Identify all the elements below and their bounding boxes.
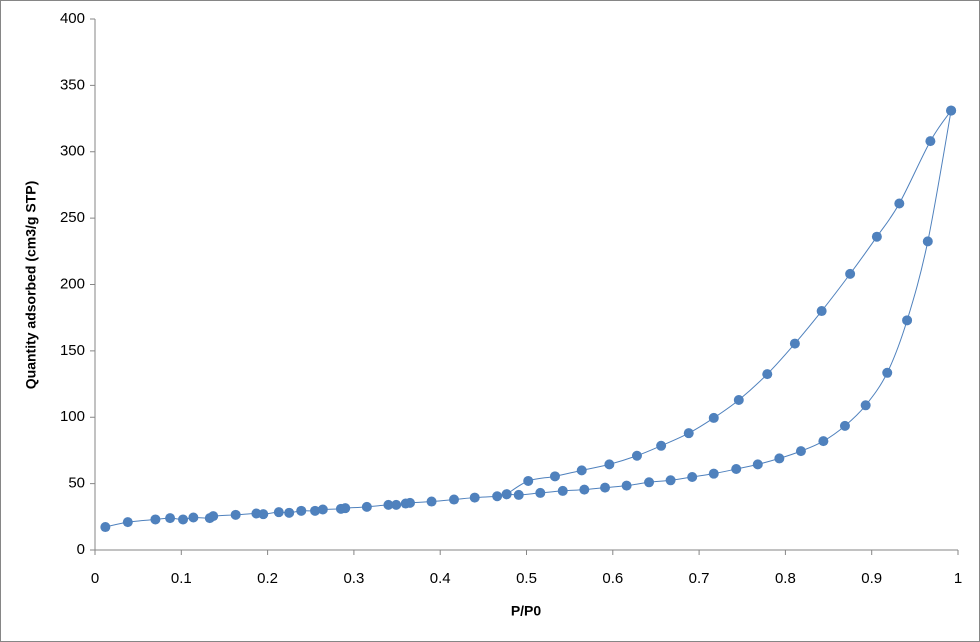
x-tick-label: 0.5 [516,570,537,587]
data-point [258,509,269,520]
data-point [296,505,307,516]
data-point [871,231,882,242]
data-point [535,487,546,498]
data-point [860,400,871,411]
data-point [383,499,394,510]
x-tick-label: 1 [954,570,962,587]
data-point [165,513,176,524]
y-tick-label: 400 [60,10,85,27]
y-tick-label: 50 [68,475,85,492]
data-point [708,412,719,423]
y-axis-title: Quantity adsorbed (cm3/g STP) [23,181,39,389]
data-point [795,446,806,457]
data-point [818,436,829,447]
data-point [340,503,351,514]
data-point [665,475,676,486]
x-tick-label: 0 [91,570,99,587]
y-tick-label: 300 [60,143,85,160]
data-point [922,236,933,247]
data-point [774,453,785,464]
data-point [752,459,763,470]
x-tick-label: 0.2 [257,570,278,587]
data-point [208,511,219,522]
data-point [882,367,893,378]
data-point [894,198,905,209]
data-point [708,468,719,479]
data-point [733,394,744,405]
data-point [631,450,642,461]
data-point [501,489,512,500]
data-point [449,494,460,505]
data-point [789,338,800,349]
data-point [845,268,856,279]
data-point [762,369,773,380]
x-tick-label: 0.1 [171,570,192,587]
data-point [523,475,534,486]
x-tick-label: 0.9 [861,570,882,587]
x-tick-label: 0.6 [602,570,623,587]
y-tick-label: 350 [60,76,85,93]
data-point [557,485,568,496]
data-point [600,482,611,493]
x-tick-label: 0.7 [689,570,710,587]
x-tick-label: 0.4 [430,570,451,587]
data-point [687,471,698,482]
data-point [656,440,667,451]
data-point [100,522,111,533]
x-tick-label: 0.3 [343,570,364,587]
data-point [178,514,189,525]
y-tick-label: 0 [77,541,85,558]
data-point [426,496,437,507]
data-point [273,507,284,518]
data-point [122,517,133,528]
data-point [391,499,402,510]
data-point [579,484,590,495]
data-point [683,428,694,439]
data-point [361,501,372,512]
data-point [188,512,199,523]
x-axis-title: P/P0 [511,603,542,619]
data-point [925,136,936,147]
x-tick-label: 0.8 [775,570,796,587]
data-point [816,306,827,317]
data-point [310,505,321,516]
data-point [576,465,587,476]
y-tick-label: 150 [60,342,85,359]
data-point [902,315,913,326]
data-point [604,459,615,470]
y-tick-label: 200 [60,275,85,292]
data-point [621,480,632,491]
data-point [644,477,655,488]
data-point [317,504,328,515]
data-point [549,471,560,482]
data-point [469,492,480,503]
data-point [150,514,161,525]
y-tick-label: 250 [60,209,85,226]
data-point [513,489,524,500]
data-point [404,497,415,508]
data-point [284,507,295,518]
data-point [946,105,957,116]
y-tick-label: 100 [60,408,85,425]
data-point [731,464,742,475]
data-point [839,420,850,431]
data-point [230,509,241,520]
data-point [492,491,503,502]
